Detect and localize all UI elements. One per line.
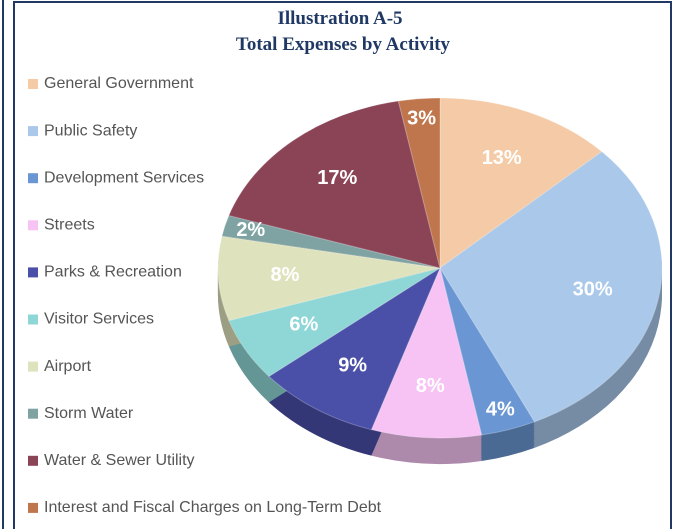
legend-swatch — [28, 173, 38, 184]
legend-label: Streets — [44, 217, 95, 234]
legend-swatch — [28, 502, 38, 513]
data-label: 6% — [289, 314, 318, 336]
legend-label: Airport — [44, 358, 92, 375]
chart-title: Illustration A-5 — [277, 8, 402, 29]
slice — [439, 97, 603, 269]
slice — [370, 266, 483, 439]
legend-label: Storm Water — [44, 405, 134, 422]
chart-subtitle: Total Expenses by Activity — [236, 34, 451, 55]
legend-swatch — [28, 220, 38, 231]
legend-swatch — [28, 314, 38, 325]
data-label: 2% — [236, 219, 265, 241]
legend-swatch — [28, 126, 38, 137]
legend-swatch — [28, 408, 38, 419]
legend-label: Water & Sewer Utility — [44, 452, 195, 469]
data-label: 30% — [573, 279, 613, 301]
data-label: 13% — [482, 147, 522, 169]
slice — [439, 150, 663, 423]
frame — [13, 1, 672, 529]
slice — [221, 214, 441, 269]
slice — [228, 100, 441, 269]
data-label: 8% — [270, 264, 299, 286]
slice — [228, 267, 441, 377]
slice — [397, 97, 441, 269]
legend-label: Interest and Fiscal Charges on Long-Term… — [44, 499, 382, 516]
legend-swatch — [28, 361, 38, 372]
legend-swatch — [28, 267, 38, 278]
data-label: 17% — [317, 167, 357, 189]
legend-label: Visitor Services — [44, 311, 154, 328]
legend-swatch — [28, 455, 38, 466]
data-label: 8% — [416, 375, 445, 397]
data-label: 3% — [407, 107, 436, 129]
legend-label: Development Services — [44, 169, 204, 186]
legend-label: Parks & Recreation — [44, 264, 182, 281]
legend-swatch — [28, 79, 38, 89]
slice — [217, 235, 441, 322]
slice — [268, 266, 442, 431]
legend-label: Public Safety — [44, 122, 137, 139]
legend-label: General Government — [44, 75, 194, 92]
data-label: 4% — [486, 399, 515, 421]
slice — [439, 267, 536, 436]
data-label: 9% — [338, 355, 367, 377]
